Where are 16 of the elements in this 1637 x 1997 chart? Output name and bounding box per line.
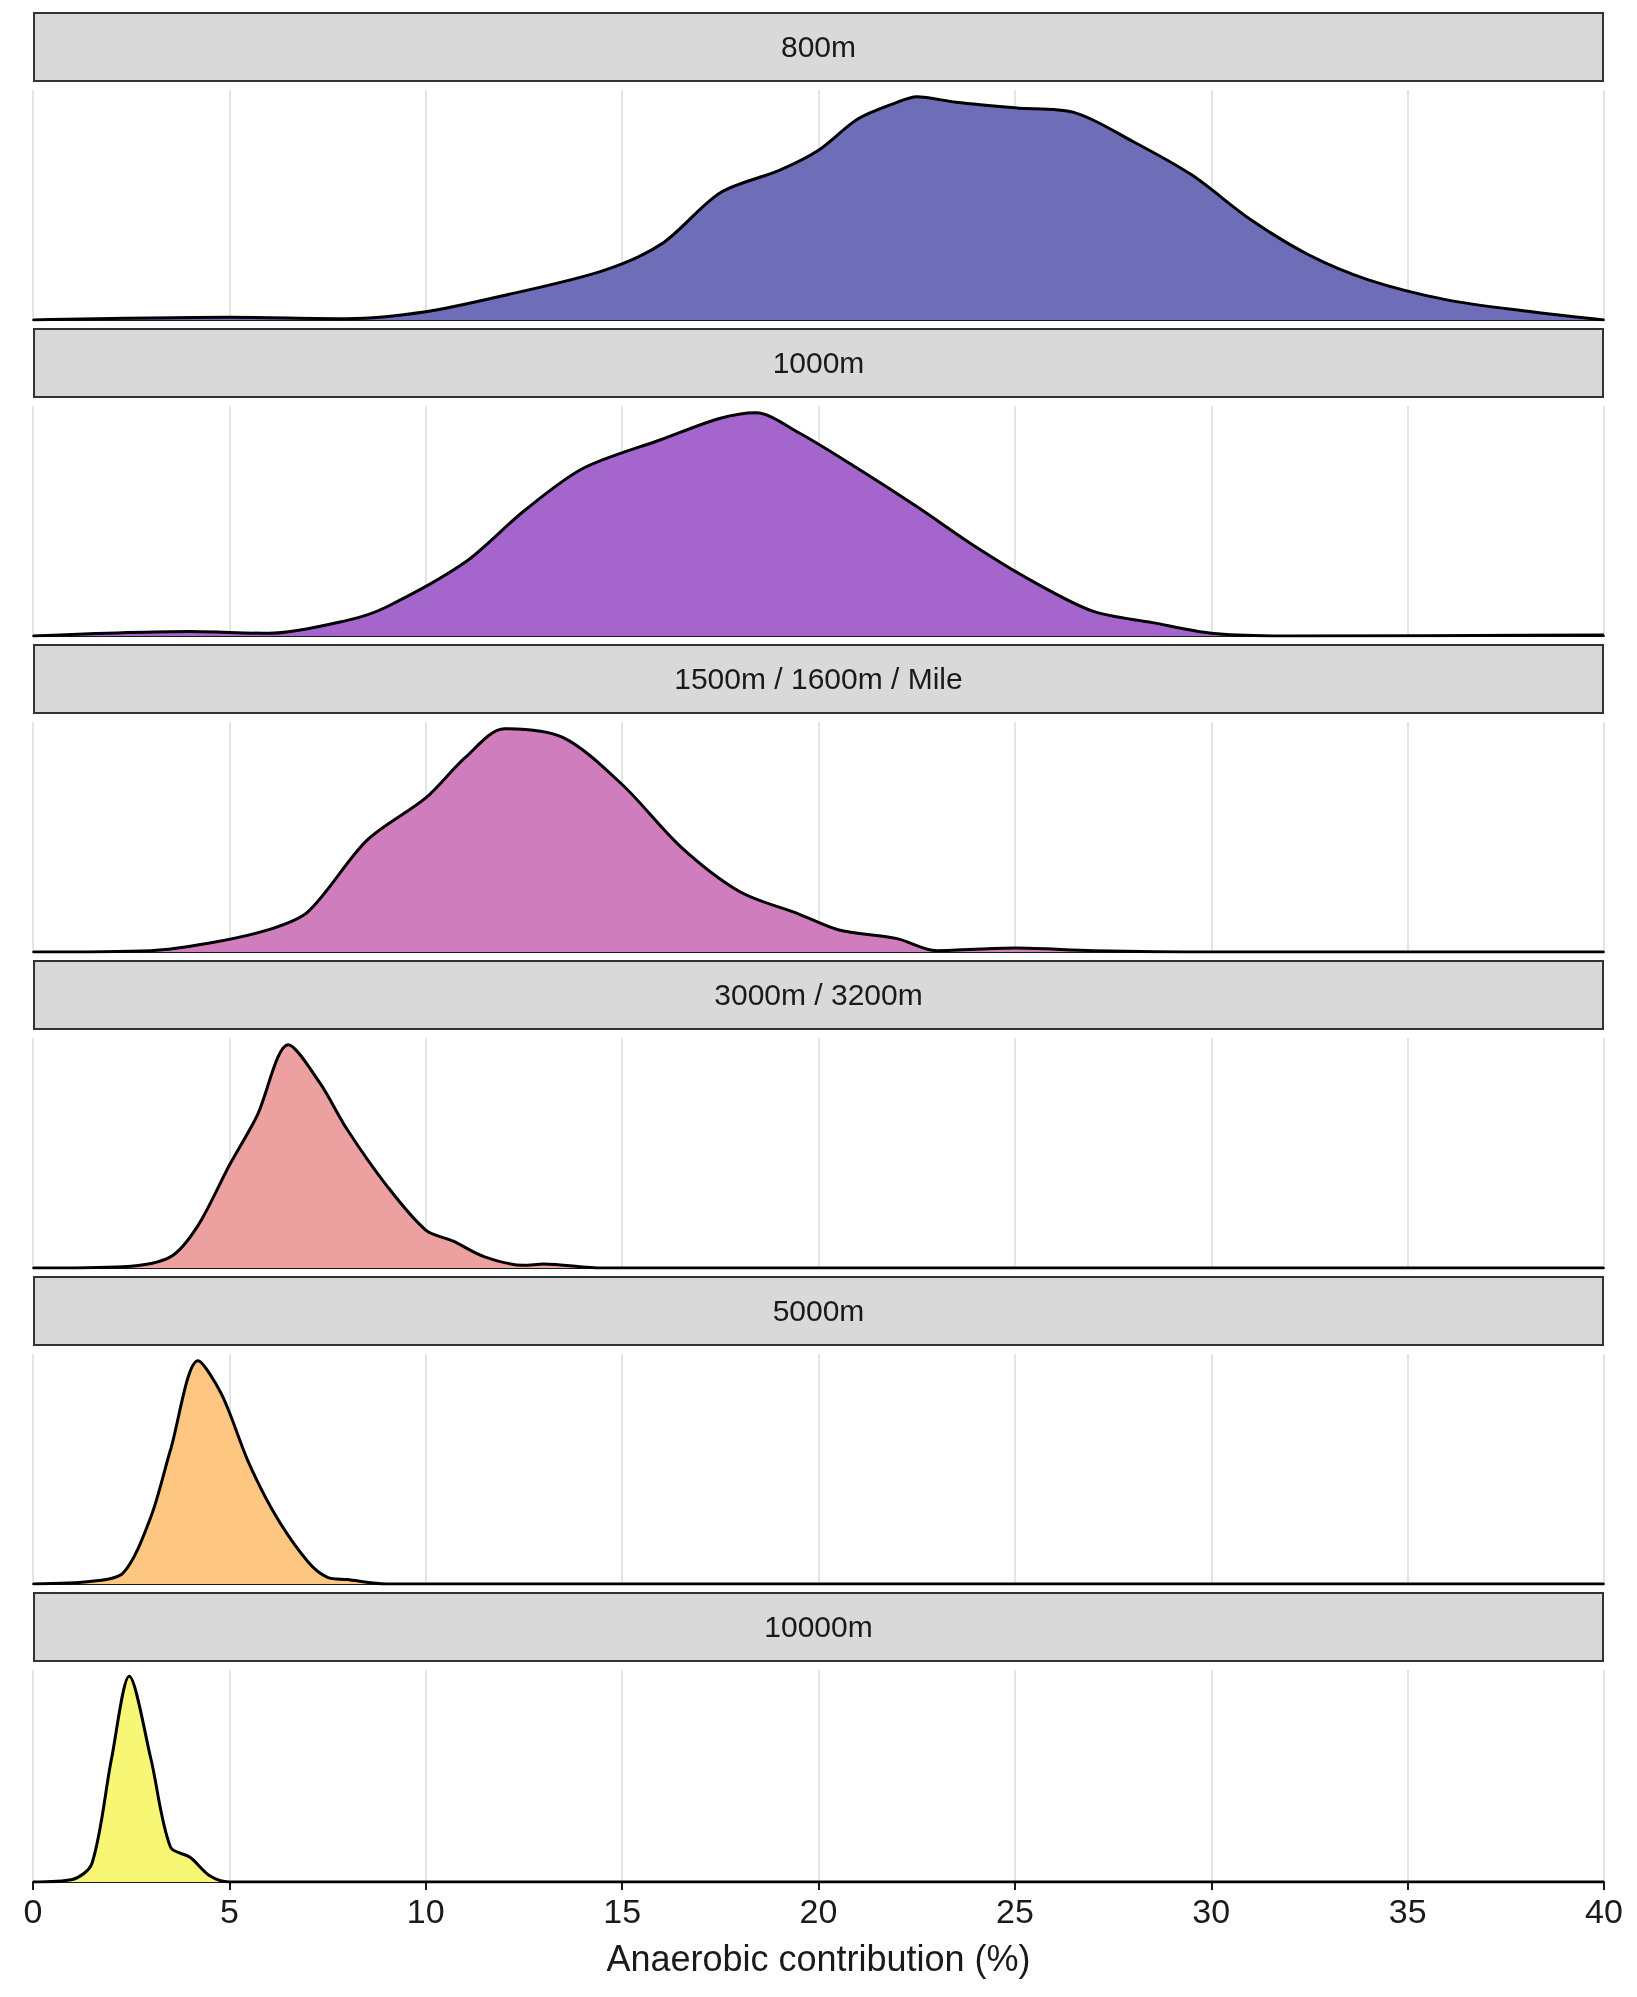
- chart-title: 800m: [780, 30, 857, 64]
- x-tick-label: 25: [995, 1892, 1034, 1930]
- chart-title: 5000m: [772, 1294, 865, 1328]
- chart-title: 1500m / 1600m / Mile: [674, 662, 963, 696]
- chart-title: 10000m: [764, 1610, 873, 1644]
- x-tick-label: 5: [219, 1892, 239, 1930]
- chart-title: 1000m: [772, 346, 865, 380]
- chart-title: 3000m / 3200m: [714, 978, 923, 1012]
- x-tick-label: 10: [406, 1892, 445, 1930]
- x-axis-title: Anaerobic contribution (%): [606, 1937, 1031, 1979]
- x-tick-label: 15: [603, 1892, 642, 1930]
- x-tick-label: 20: [799, 1892, 838, 1930]
- x-tick-label: 35: [1388, 1892, 1427, 1930]
- x-tick-label: 0: [23, 1892, 43, 1930]
- x-tick-label: 40: [1585, 1892, 1623, 1930]
- x-tick-label: 30: [1192, 1892, 1231, 1930]
